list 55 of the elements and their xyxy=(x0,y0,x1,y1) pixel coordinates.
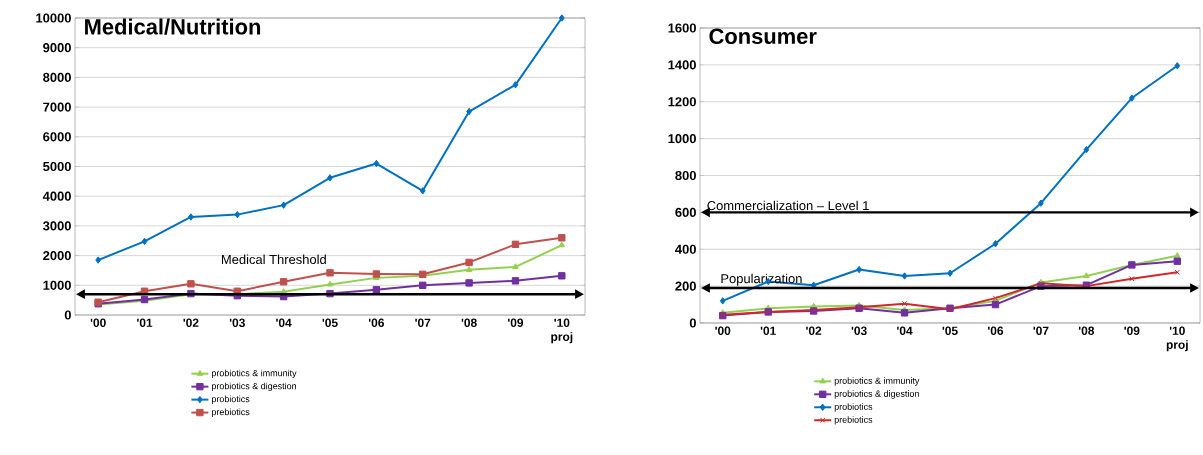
y-tick-label: 1400 xyxy=(668,60,696,70)
y-tick-label: 400 xyxy=(675,244,696,254)
x-tick-label: '05 xyxy=(322,318,338,327)
legend-label: prebiotics xyxy=(834,416,873,425)
chart-title: Consumer xyxy=(709,28,817,45)
y-tick-label: 5000 xyxy=(43,161,71,172)
x-tick-label: '01 xyxy=(760,326,776,335)
legend-label: probiotics & immunity xyxy=(211,369,297,379)
ref-line-label: Commercialization – Level 1 xyxy=(707,200,869,211)
y-tick-label: 6000 xyxy=(43,132,71,142)
y-tick-label: 7000 xyxy=(43,102,71,112)
y-tick-label: 9000 xyxy=(43,43,71,53)
x-tick-label: '03 xyxy=(229,318,245,328)
x-tick-label: '08 xyxy=(461,318,477,327)
x-tick-label: '10 proj xyxy=(551,318,573,344)
legend-label: probiotics xyxy=(211,395,250,404)
y-tick-label: 1600 xyxy=(668,23,696,33)
y-tick-label: 8000 xyxy=(43,72,71,82)
x-tick-label: '00 xyxy=(715,326,731,335)
x-tick-label: '07 xyxy=(415,318,431,327)
y-tick-label: 800 xyxy=(675,170,696,181)
y-tick-label: 2000 xyxy=(43,251,71,261)
legend-label: probiotics & immunity xyxy=(834,377,920,386)
y-tick-label: 1000 xyxy=(668,134,696,144)
y-tick-label: 600 xyxy=(675,207,696,217)
y-tick-label: 10000 xyxy=(36,13,71,23)
x-tick-label: '04 xyxy=(897,326,913,335)
x-tick-label: '09 xyxy=(1124,326,1140,335)
x-tick-label: '00 xyxy=(90,318,106,327)
legend-label: prebiotics xyxy=(211,408,250,417)
x-tick-label: '09 xyxy=(508,318,524,327)
x-tick-label: '01 xyxy=(137,318,153,327)
x-tick-label: '10 proj xyxy=(1166,326,1188,352)
x-tick-label: '07 xyxy=(1033,326,1049,335)
y-tick-label: 1000 xyxy=(43,280,71,290)
legend-label: probiotics & digestion xyxy=(211,382,297,391)
y-tick-label: 1200 xyxy=(668,97,696,107)
legend-label: probiotics & digestion xyxy=(834,390,919,399)
y-tick-label: 3000 xyxy=(42,221,71,231)
x-tick-label: '03 xyxy=(851,326,867,336)
x-tick-label: '02 xyxy=(183,318,199,327)
legend-label: probiotics xyxy=(834,403,873,412)
x-tick-label: '06 xyxy=(368,318,385,327)
x-tick-label: '02 xyxy=(806,326,822,335)
x-tick-label: '05 xyxy=(942,326,958,335)
x-tick-label: '06 xyxy=(988,326,1004,335)
x-tick-label: '08 xyxy=(1078,326,1095,335)
y-tick-label: 4000 xyxy=(42,191,71,201)
y-tick-label: 0 xyxy=(689,318,696,328)
ref-line-label: Medical Threshold xyxy=(221,254,326,265)
y-tick-label: 200 xyxy=(675,281,696,291)
y-tick-label: 0 xyxy=(64,310,71,320)
chart-title: Medical/Nutrition xyxy=(85,18,261,35)
ref-line-label: Popularization xyxy=(721,273,802,286)
x-tick-label: '04 xyxy=(276,318,292,327)
